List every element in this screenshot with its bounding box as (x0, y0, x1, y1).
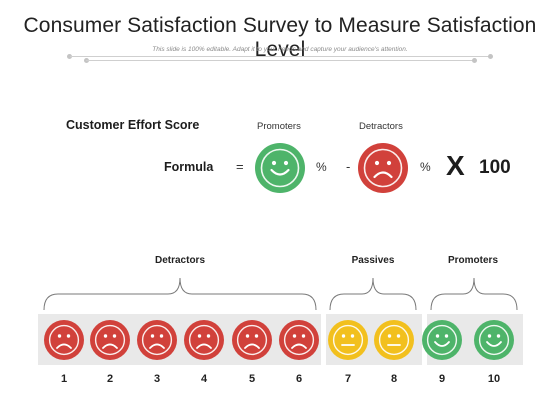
neutral-face-icon (374, 320, 414, 360)
passives-group-label: Passives (351, 255, 395, 266)
page-title: Consumer Satisfaction Survey to Measure … (23, 14, 537, 61)
header-divider (70, 56, 490, 57)
rating-number-5: 5 (248, 373, 256, 385)
rule-endpoint-left (67, 54, 72, 59)
rating-number-8: 8 (390, 373, 398, 385)
smiling-face-icon (422, 320, 462, 360)
formula-label: Formula (164, 160, 214, 174)
detractors-brace (43, 277, 317, 311)
detractors-percent-sign: % (420, 160, 431, 174)
rating-number-6: 6 (295, 373, 303, 385)
rule-endpoint-right-lower (472, 58, 477, 63)
customer-effort-score-heading: Customer Effort Score (66, 118, 200, 132)
header-divider-lower (86, 60, 474, 61)
rating-number-1: 1 (60, 373, 68, 385)
passives-brace (329, 277, 417, 311)
promoters-group-label: Promoters (447, 255, 498, 266)
rating-number-9: 9 (438, 373, 446, 385)
promoters-face-graphic (255, 143, 305, 193)
frowning-face-icon (184, 320, 224, 360)
neutral-face-icon (328, 320, 368, 360)
rule-endpoint-right (488, 54, 493, 59)
equals-sign: = (236, 159, 244, 174)
promoters-percent-sign: % (316, 160, 327, 174)
rating-number-3: 3 (153, 373, 161, 385)
multiply-sign: X (446, 150, 465, 181)
multiplier-value: 100 (479, 157, 511, 178)
detractors-frowning-face-icon (357, 142, 409, 194)
detractors-label: Detractors (359, 121, 403, 132)
promoters-label: Promoters (257, 121, 301, 132)
rating-number-4: 4 (200, 373, 208, 385)
frowning-face-icon (90, 320, 130, 360)
frowning-face-icon (44, 320, 84, 360)
frowning-face-icon (137, 320, 177, 360)
page-subtitle: This slide is 100% editable. Adapt it to… (152, 46, 408, 53)
minus-sign: - (346, 159, 351, 174)
smiling-face-icon (474, 320, 514, 360)
frowning-face-icon (279, 320, 319, 360)
frowning-face-icon (232, 320, 272, 360)
rating-number-2: 2 (106, 373, 114, 385)
rating-number-7: 7 (344, 373, 352, 385)
detractors-band (38, 314, 321, 365)
promoters-brace (430, 277, 518, 311)
detractors-group-label: Detractors (154, 255, 206, 266)
promoters-smiling-face-icon (254, 142, 306, 194)
detractors-face-graphic (358, 143, 408, 193)
rating-number-10: 10 (487, 373, 501, 385)
